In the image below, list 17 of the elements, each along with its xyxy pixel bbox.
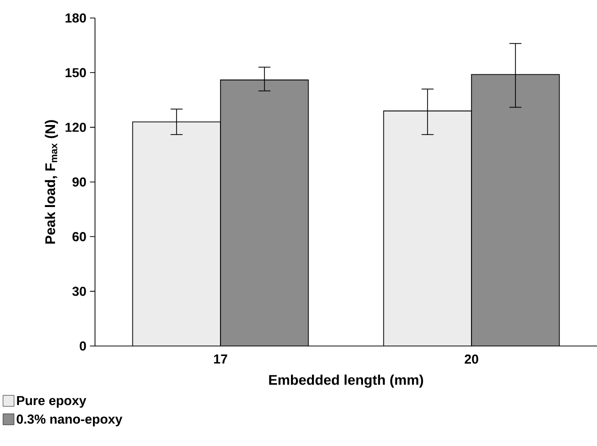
y-tick-label: 90 xyxy=(72,177,86,187)
legend-label: 0.3% nano-epoxy xyxy=(16,414,122,426)
bar xyxy=(383,110,472,346)
y-tick-label: 60 xyxy=(72,232,86,242)
legend-label: Pure epoxy xyxy=(17,396,86,408)
y-tick-label: 0 xyxy=(80,341,86,351)
bar xyxy=(471,74,560,346)
y-tick-label: 120 xyxy=(66,122,86,132)
y-tick-label: 30 xyxy=(72,286,86,296)
y-axis-title: Peak load, F$_{max}$ (N) xyxy=(44,120,58,244)
bar xyxy=(220,80,308,346)
y-tick-label: 150 xyxy=(66,68,86,78)
x-axis-title: Embedded length (mm) xyxy=(269,374,424,388)
x-tick-label: 20 xyxy=(464,354,478,364)
x-tick-label: 17 xyxy=(214,354,228,364)
bar xyxy=(132,122,220,346)
y-tick-label: 180 xyxy=(66,13,86,23)
